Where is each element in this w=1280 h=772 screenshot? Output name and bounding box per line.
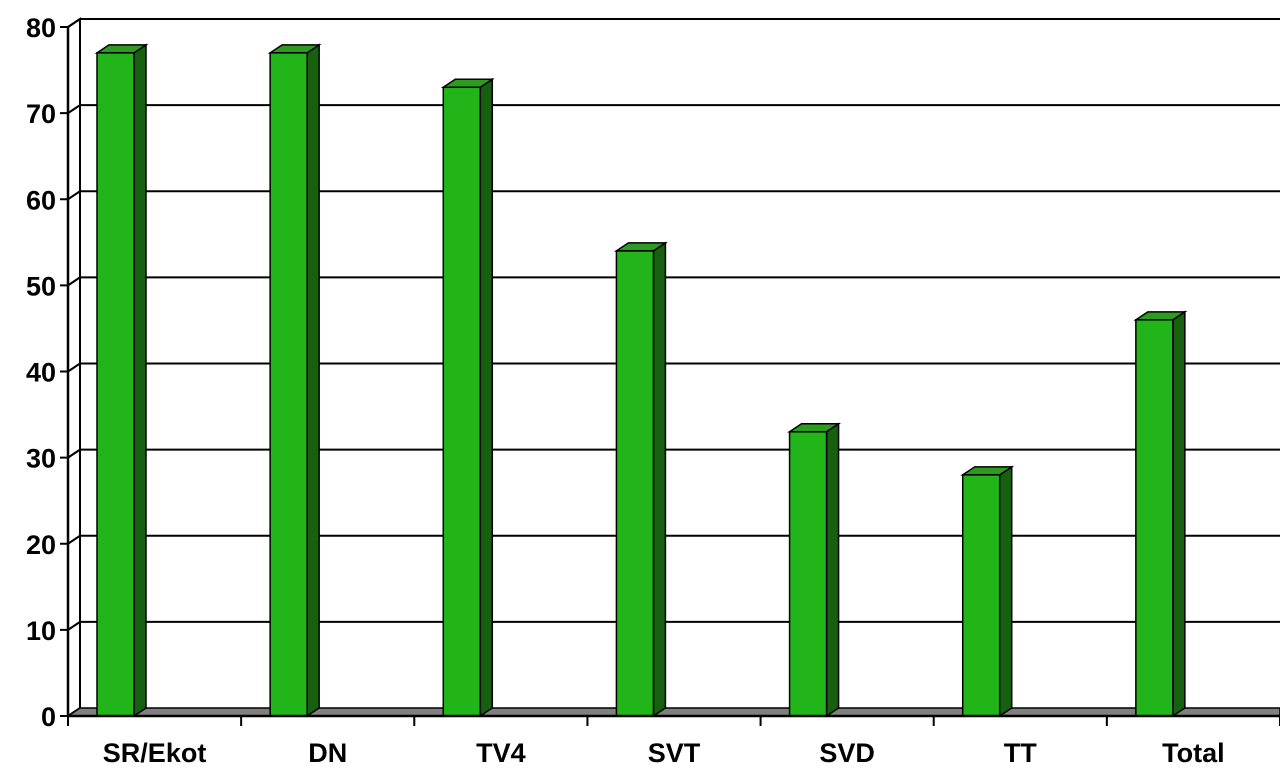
bar — [1133, 310, 1188, 718]
bar — [94, 43, 149, 718]
bar-side — [479, 77, 494, 718]
gridline-side — [67, 104, 81, 114]
y-tick-label: 10 — [26, 616, 56, 646]
bar — [613, 241, 668, 718]
x-tick-label: SR/Ekot — [103, 738, 207, 767]
gridline-side — [67, 276, 81, 287]
y-tick-label: 70 — [26, 99, 56, 129]
y-tick-label: 60 — [26, 185, 56, 215]
x-tick-label: SVT — [648, 738, 701, 767]
gridlines — [67, 18, 1280, 631]
bar-side — [1172, 310, 1186, 718]
bar — [267, 43, 322, 718]
y-tick-label: 30 — [26, 444, 56, 474]
axes — [60, 26, 1280, 726]
gridline-side — [67, 448, 81, 459]
gridline-side — [67, 362, 81, 373]
bar-front — [788, 431, 828, 717]
gridline-side — [67, 534, 81, 545]
gridline-side — [67, 621, 81, 631]
bar-front — [269, 52, 308, 717]
bar-front — [1135, 319, 1174, 717]
y-tick-label: 0 — [41, 702, 56, 732]
x-tick-label: TT — [1004, 738, 1037, 767]
y-tick-label: 20 — [26, 530, 56, 560]
tick-labels: 0 10 20 30 40 50 60 70 80 SR/Ekot DN TV4 SVT SVD TT Tot… — [26, 13, 1225, 768]
bar — [787, 422, 842, 718]
y-tick-label: 80 — [26, 13, 56, 43]
x-tick-label: Total — [1162, 738, 1225, 767]
y-tick-label: 40 — [26, 358, 56, 388]
bar-side — [652, 241, 667, 718]
bar-side — [825, 422, 840, 718]
gridline-side — [67, 190, 81, 201]
x-tick-label: SVD — [819, 738, 875, 767]
bar-front — [442, 86, 482, 717]
bar — [960, 465, 1015, 718]
gridline-side — [67, 18, 81, 28]
y-tick-label: 50 — [26, 271, 56, 301]
bar-side — [306, 43, 320, 718]
bar-front — [96, 52, 135, 717]
bar-front — [961, 474, 1001, 717]
x-tick-label: TV4 — [476, 738, 526, 767]
bar — [440, 77, 495, 718]
bar-side — [133, 43, 147, 718]
bars — [94, 43, 1188, 718]
x-tick-label: DN — [308, 738, 347, 767]
bar-side — [998, 465, 1013, 718]
bar-front — [615, 250, 655, 717]
